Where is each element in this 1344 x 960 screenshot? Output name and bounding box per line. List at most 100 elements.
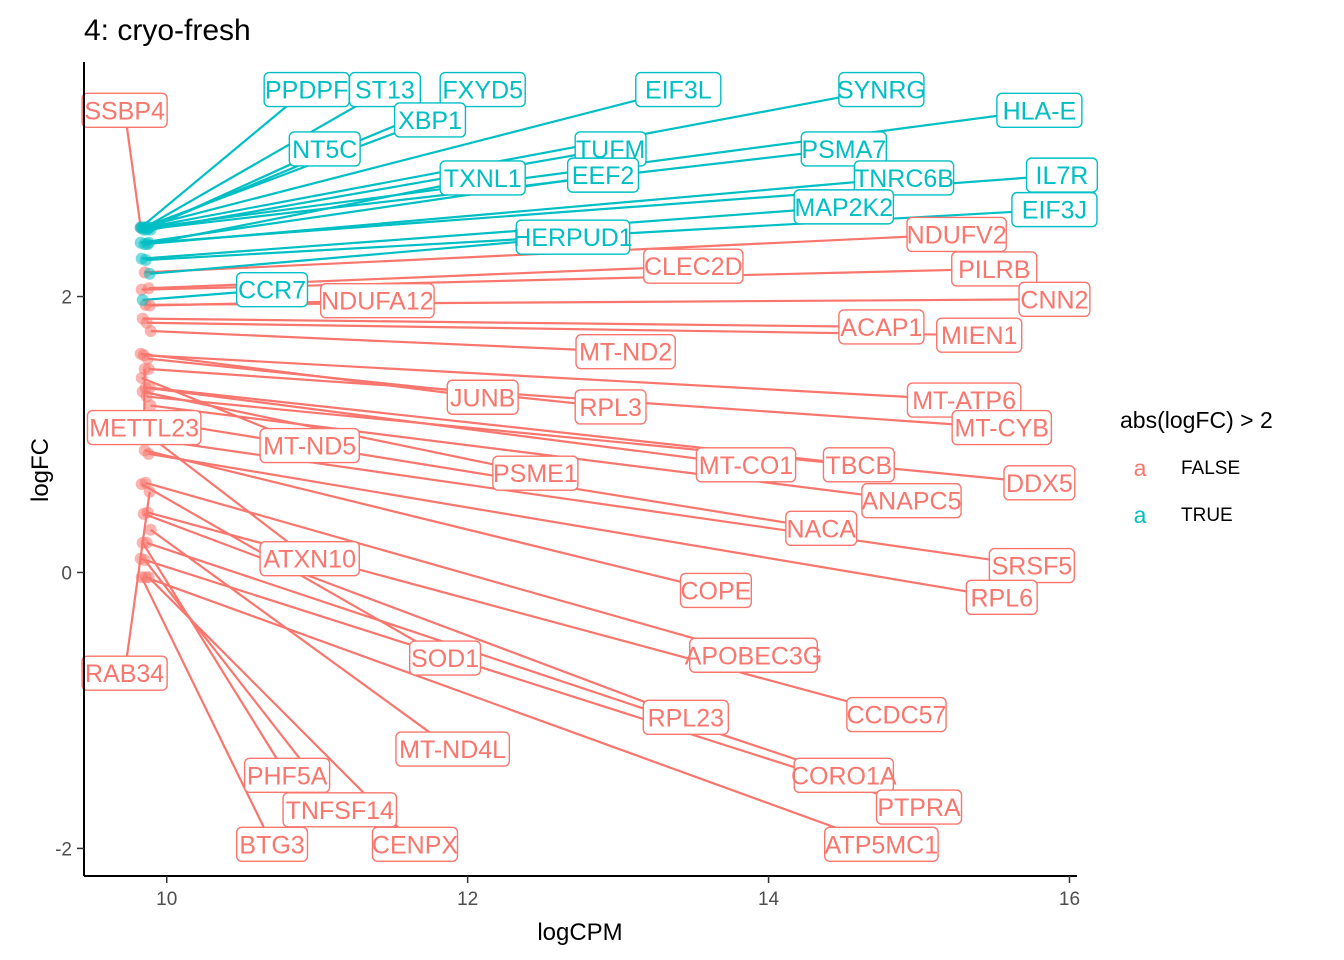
legend-entries: a FALSE a TRUE	[1134, 455, 1241, 528]
gene-label-box	[446, 379, 519, 415]
gene-label: PSME1	[492, 455, 579, 491]
gene-label: FXYD5	[439, 71, 526, 108]
gene-label-box	[566, 157, 640, 193]
gene-label-box	[393, 102, 467, 138]
y-tick-label: 0	[61, 563, 72, 584]
gene-label: NT5C	[288, 131, 361, 167]
gene-label: EIF3J	[1011, 191, 1098, 228]
label-segment	[145, 576, 882, 846]
label-segment	[143, 354, 965, 402]
gene-label: NACA	[785, 510, 858, 547]
gene-label-box	[288, 131, 361, 167]
data-point	[138, 554, 151, 567]
y-axis-label: logFC	[27, 438, 54, 502]
gene-label: MT-ND5	[259, 427, 360, 464]
gene-label: PILRB	[951, 251, 1038, 287]
label-segment	[140, 352, 483, 399]
gene-label-text: EIF3L	[645, 77, 712, 105]
gene-label-box	[371, 826, 459, 862]
x-axis-ticks: 10 12 14 16	[156, 876, 1080, 910]
gene-label-box	[793, 189, 895, 225]
gene-label-text: TXNL1	[444, 165, 522, 193]
label-segment	[144, 449, 717, 592]
gene-label: SSBP4	[81, 92, 168, 128]
label-segment	[144, 88, 386, 229]
legend-entry-label: TRUE	[1181, 505, 1233, 526]
gene-label: CCDC57	[846, 696, 947, 733]
label-segment	[146, 541, 845, 777]
gene-label-text: ATXN10	[263, 546, 356, 574]
gene-label-text: PILRB	[958, 256, 1030, 284]
gene-label-text: PPDPF	[265, 77, 348, 105]
gene-label: CENPX	[371, 826, 459, 862]
gene-label-text: PSMA7	[801, 136, 886, 164]
gene-label-box	[1003, 465, 1076, 501]
data-point	[143, 267, 156, 280]
gene-label-text: MT-ND4L	[399, 736, 506, 764]
label-segment	[143, 418, 822, 530]
y-tick-label: 2	[61, 288, 72, 309]
gene-label-box	[1011, 191, 1098, 228]
data-point	[139, 571, 152, 584]
data-point	[139, 253, 152, 266]
gene-label-box	[395, 731, 511, 767]
data-point	[144, 523, 157, 536]
gene-label-text: TNFSF14	[286, 797, 394, 825]
gene-label-text: PTPRA	[877, 794, 961, 822]
label-segment	[143, 512, 687, 719]
gene-label: CCR7	[235, 271, 309, 308]
data-point	[135, 371, 148, 384]
legend-title: abs(logFC) > 2	[1120, 407, 1273, 433]
gene-label-box	[793, 757, 895, 793]
gene-label: MT-CYB	[951, 409, 1053, 446]
gene-label-text: TBCB	[825, 452, 892, 480]
gene-label: PHF5A	[243, 757, 331, 793]
gene-label: ACAP1	[838, 309, 925, 345]
legend-entry-label: FALSE	[1181, 458, 1240, 479]
gene-label-box	[515, 219, 631, 255]
gene-label-box	[348, 71, 422, 108]
gene-label: MAP2K2	[793, 189, 895, 225]
label-segment	[141, 88, 679, 229]
gene-label: MT-ND4L	[395, 731, 511, 767]
gene-label-box	[635, 71, 722, 108]
gene-label-text: ACAP1	[840, 314, 922, 342]
label-segment	[142, 317, 882, 328]
gene-label-text: CCDC57	[846, 702, 946, 730]
gene-label: TNFSF14	[282, 792, 398, 828]
x-axis-label: logCPM	[537, 919, 622, 946]
gene-label-text: TNRC6B	[854, 165, 954, 193]
data-point	[142, 236, 155, 249]
data-point	[135, 283, 148, 296]
gene-label: SYNRG	[837, 71, 926, 108]
gene-label-text: RPL23	[648, 704, 724, 732]
gene-label-text: SRSF5	[992, 553, 1073, 581]
gene-label-box	[642, 699, 730, 736]
gene-label-text: HLA-E	[1003, 97, 1077, 125]
gene-label-box	[86, 409, 202, 446]
gene-label-box	[439, 71, 526, 108]
point-layer	[134, 221, 157, 584]
label-segment	[145, 481, 754, 657]
gene-label-box	[492, 455, 579, 491]
gene-label: TNRC6B	[853, 160, 955, 196]
gene-label-box	[679, 572, 753, 609]
gene-label: ANAPC5	[861, 483, 962, 519]
gene-label-box	[822, 447, 895, 483]
label-segment	[139, 88, 308, 229]
gene-label-box	[439, 160, 526, 196]
legend-key: a	[1134, 502, 1147, 528]
gene-label-box	[695, 447, 797, 483]
gene-label: NDUFA12	[319, 282, 435, 319]
gene-label-text: ATP5MC1	[825, 831, 938, 859]
data-point	[136, 293, 149, 306]
gene-label-box	[81, 655, 168, 691]
gene-label-text: PHF5A	[247, 762, 328, 790]
gene-label-text: JUNB	[450, 384, 515, 412]
gene-label-box	[951, 251, 1038, 287]
gene-label: IL7R	[1025, 157, 1099, 193]
gene-label-box	[319, 282, 435, 319]
gene-label-text: MT-ND5	[263, 433, 356, 461]
